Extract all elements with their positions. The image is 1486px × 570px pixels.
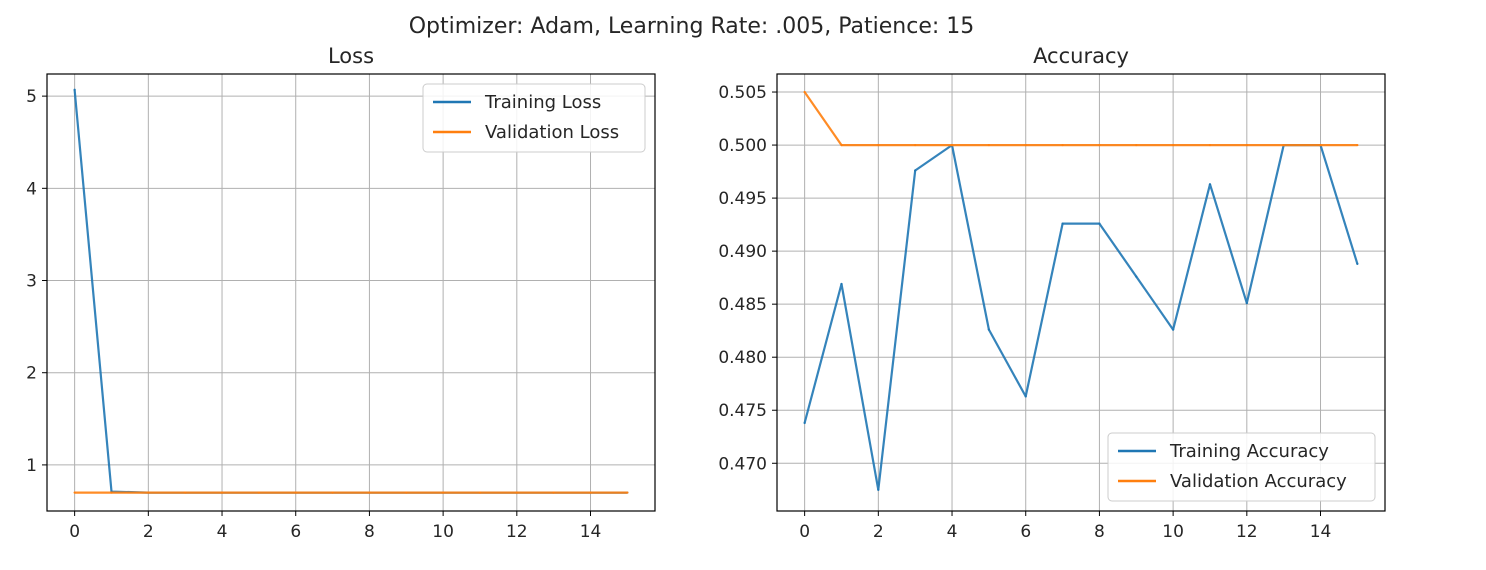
validation-loss-point <box>442 491 445 494</box>
validation-loss-point <box>257 491 260 494</box>
validation-loss-point <box>589 491 592 494</box>
validation-accuracy-point <box>803 90 806 94</box>
training-accuracy-point <box>1024 395 1027 398</box>
y-tick-label: 4 <box>26 179 37 199</box>
legend-label: Validation Loss <box>485 122 619 143</box>
training-accuracy-line <box>803 144 1359 491</box>
y-tick-label: 1 <box>26 456 37 476</box>
x-tick-label: 2 <box>143 522 154 542</box>
y-tick-label: 0.505 <box>718 83 767 103</box>
panel-title: Loss <box>328 44 374 68</box>
legend-label: Training Accuracy <box>1169 441 1329 462</box>
x-tick-label: 12 <box>506 522 528 542</box>
validation-accuracy-point <box>1208 143 1212 147</box>
x-tick-label: 10 <box>1162 522 1184 542</box>
validation-accuracy-point <box>1356 143 1359 147</box>
training-accuracy-point <box>877 488 880 491</box>
training-accuracy-point <box>803 421 806 425</box>
legend: Training Accuracy Validation Accuracy <box>1107 432 1376 502</box>
y-tick-label: 2 <box>26 364 37 384</box>
plot-frame <box>46 73 656 512</box>
training-accuracy-point <box>914 169 917 172</box>
x-tick-label: 14 <box>1310 522 1332 542</box>
legend: Training Loss Validation Loss <box>422 83 646 153</box>
y-tick-label: 5 <box>26 87 37 107</box>
y-tick-label: 0.490 <box>718 242 767 262</box>
legend-box <box>422 83 646 153</box>
x-tick-label: 14 <box>580 522 602 542</box>
validation-loss-point <box>73 491 76 494</box>
y-tick-label: 0.475 <box>718 401 767 421</box>
validation-loss-point <box>220 491 224 494</box>
y-tick-label: 0.495 <box>718 189 767 209</box>
chart-panel-accuracy: 0 2 4 6 8 10 12 14 0.470 0.475 0.480 0.485 0.490 0.49… <box>718 44 1386 542</box>
x-tick-label: 6 <box>290 522 301 542</box>
validation-loss-point <box>552 491 555 494</box>
training-accuracy-point <box>1356 262 1359 265</box>
x-tick-label: 6 <box>1020 522 1031 542</box>
panel-title: Accuracy <box>1033 44 1129 68</box>
validation-accuracy-point <box>1245 143 1248 147</box>
validation-accuracy-line <box>803 91 1358 147</box>
validation-loss-point <box>405 491 408 494</box>
legend-label: Training Loss <box>484 92 601 113</box>
y-tick-label: 0.480 <box>718 348 767 368</box>
training-accuracy-point <box>1098 222 1101 225</box>
x-tick-label: 12 <box>1236 522 1258 542</box>
x-tick-label: 2 <box>873 522 884 542</box>
validation-loss-point <box>110 491 113 494</box>
x-tick-label: 8 <box>1094 522 1105 542</box>
validation-loss-point <box>515 491 518 494</box>
y-tick-label: 0.500 <box>718 136 767 156</box>
training-accuracy-point <box>840 282 843 286</box>
x-tick-label: 0 <box>69 522 80 542</box>
validation-accuracy-point <box>1061 143 1064 147</box>
training-accuracy-point <box>987 328 990 331</box>
validation-loss-point <box>368 491 371 494</box>
validation-accuracy-point <box>877 143 880 147</box>
x-tick-label: 0 <box>799 522 810 542</box>
validation-accuracy-point <box>1098 143 1101 147</box>
x-tick-label: 10 <box>432 522 454 542</box>
training-accuracy-point <box>1172 328 1175 331</box>
validation-loss-point <box>478 491 482 494</box>
x-tick-label: 8 <box>364 522 375 542</box>
legend-label: Validation Accuracy <box>1170 471 1347 492</box>
training-accuracy-point <box>1245 302 1248 305</box>
y-tick-label: 0.485 <box>718 295 767 315</box>
validation-loss-point <box>331 491 334 494</box>
figure-suptitle: Optimizer: Adam, Learning Rate: .005, Pa… <box>408 14 975 39</box>
validation-accuracy-point <box>1172 143 1175 147</box>
validation-accuracy-point <box>987 143 990 147</box>
legend-box <box>1107 432 1376 502</box>
y-tick-label: 3 <box>26 272 37 292</box>
validation-loss-point <box>626 491 629 494</box>
x-tick-label: 4 <box>947 522 958 542</box>
validation-accuracy-point <box>1135 143 1138 147</box>
validation-accuracy-point <box>1282 143 1285 147</box>
training-accuracy-point <box>1208 183 1212 186</box>
x-tick-label: 4 <box>217 522 228 542</box>
training-loss-point <box>73 88 76 91</box>
plot-frame <box>776 73 1386 512</box>
validation-loss-point <box>147 491 150 494</box>
validation-loss-point <box>294 491 297 494</box>
training-accuracy-point <box>1135 275 1138 278</box>
validation-accuracy-point <box>1319 143 1322 147</box>
validation-accuracy-point <box>950 143 954 147</box>
validation-loss-point <box>184 491 187 494</box>
validation-accuracy-point <box>914 143 917 147</box>
validation-accuracy-point <box>1024 143 1027 147</box>
training-accuracy-point <box>1061 222 1064 225</box>
y-tick-label: 0.470 <box>718 454 767 474</box>
validation-accuracy-point <box>840 143 843 147</box>
